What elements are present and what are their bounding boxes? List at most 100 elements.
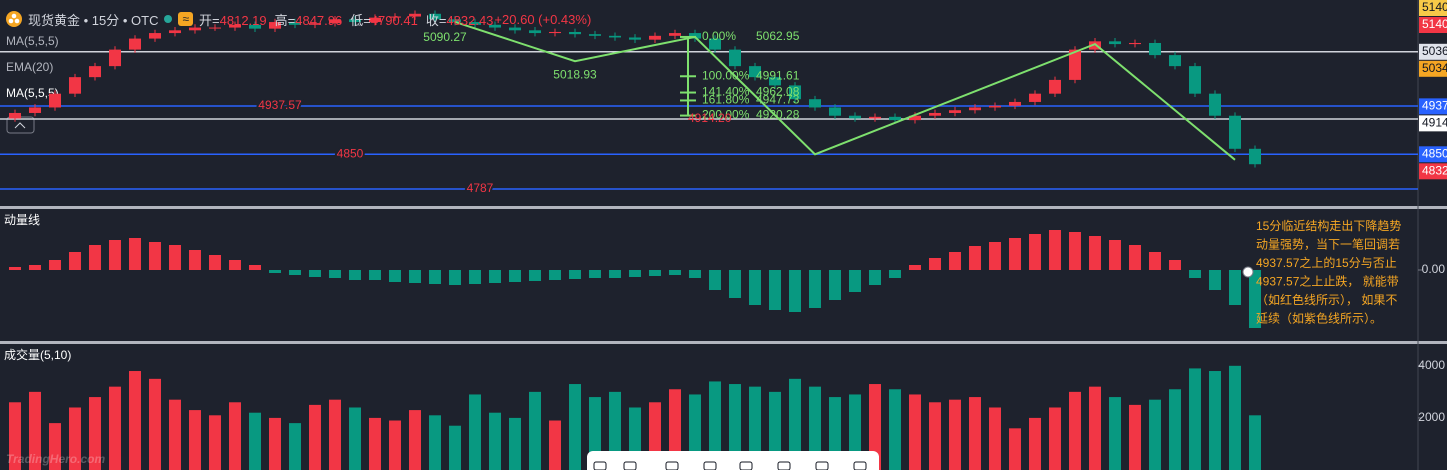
bar: [189, 250, 201, 270]
candle-body: [769, 77, 781, 86]
bar: [989, 407, 1001, 470]
bar: [529, 391, 541, 470]
candle-body: [809, 99, 821, 108]
toolbar-icon[interactable]: [593, 461, 607, 470]
toolbar-icon[interactable]: [853, 461, 867, 470]
bar: [529, 270, 541, 281]
price-tag: [1419, 43, 1447, 60]
toolbar[interactable]: [587, 451, 879, 470]
candle-body: [389, 16, 401, 18]
bar: [609, 391, 621, 470]
bar: [649, 270, 661, 276]
header: 现货黄金 • 15分 • OTC ≈ 开=4812.19 高=4847.96 低=4…: [6, 10, 591, 28]
bar: [69, 407, 81, 470]
bar: [889, 389, 901, 470]
toolbar-icon[interactable]: [815, 461, 829, 470]
symbol: 现货黄金 • 15分 • OTC: [28, 12, 159, 28]
candle-body: [1109, 41, 1121, 45]
bar: [729, 270, 741, 298]
candle-body: [749, 66, 761, 78]
bar: [729, 384, 741, 470]
bar: [1189, 368, 1201, 470]
toolbar-icon[interactable]: [623, 461, 637, 470]
bar: [129, 238, 141, 270]
bar: [449, 270, 461, 285]
toolbar-icon[interactable]: [777, 461, 791, 470]
bar: [109, 386, 121, 470]
candle-body: [1129, 42, 1141, 45]
bar: [929, 258, 941, 270]
y-tick-label: 0.00: [1422, 262, 1446, 276]
bar: [1249, 270, 1261, 328]
status-badge[interactable]: ≈: [178, 12, 194, 26]
collapse-icon: [14, 122, 26, 129]
candle-body: [1209, 93, 1221, 116]
bar: [809, 270, 821, 308]
bar: [489, 412, 501, 470]
bar: [49, 423, 61, 470]
bar: [329, 270, 341, 278]
y-tick-label: 2000: [1418, 410, 1445, 424]
candle-body: [209, 27, 221, 29]
toolbar-icon[interactable]: [703, 461, 717, 470]
bar: [509, 417, 521, 470]
bar: [149, 242, 161, 270]
annotation-line: 4937.57之上的15分与否止: [1256, 255, 1397, 270]
price-tag: [1419, 98, 1447, 115]
candle-body: [349, 19, 361, 23]
panel-title: 动量线: [4, 213, 40, 227]
toolbar-icon[interactable]: [665, 461, 679, 470]
bar: [1169, 389, 1181, 470]
candle-body: [689, 33, 701, 39]
bar: [869, 384, 881, 470]
candle-body: [929, 112, 941, 116]
bar: [469, 270, 481, 284]
bar: [489, 270, 501, 283]
bar: [549, 270, 561, 280]
bar: [309, 270, 321, 277]
ohlc-label: 开=: [199, 12, 220, 28]
bar: [109, 240, 121, 270]
candle-body: [969, 107, 981, 111]
bar: [969, 246, 981, 270]
fib-price: 4920.28: [756, 108, 800, 122]
fib-price: 4962.08: [756, 85, 800, 99]
key-level-label: 4850: [337, 146, 364, 160]
bar: [569, 270, 581, 279]
candle-body: [1029, 93, 1041, 102]
bar: [389, 420, 401, 470]
candle-body: [1049, 79, 1061, 94]
candle-body: [1089, 41, 1101, 50]
bar: [989, 242, 1001, 270]
bar: [429, 270, 441, 284]
toolbar-icon[interactable]: [739, 461, 753, 470]
bar: [249, 412, 261, 470]
bar: [629, 270, 641, 277]
watermark: TradingHero.com: [6, 452, 105, 466]
bar: [1209, 371, 1221, 470]
bar: [769, 391, 781, 470]
bar: [29, 391, 41, 470]
ohlc-value: 4812.19: [219, 12, 267, 28]
bar: [229, 402, 241, 470]
bar: [1129, 404, 1141, 470]
ohlc-label: 高=: [274, 12, 296, 28]
ohlc-value: 4832.43: [446, 12, 494, 28]
bar: [589, 270, 601, 278]
bar: [9, 402, 21, 470]
price-tag-label: 4937: [1422, 99, 1447, 113]
price-tag-label: 5140: [1422, 17, 1447, 31]
y-tick-label: 4000: [1418, 358, 1445, 372]
candle-body: [649, 35, 661, 40]
ohlc-value: 4847.96: [295, 12, 343, 28]
ohlc-item: 高=4847.96: [275, 10, 343, 29]
bar: [369, 270, 381, 280]
bar: [929, 402, 941, 470]
candle-body: [169, 30, 181, 34]
candle-body: [829, 107, 841, 116]
bar: [1169, 260, 1181, 270]
bar: [289, 270, 301, 275]
zigzag-label: 5018.93: [553, 67, 597, 81]
candle-body: [849, 115, 861, 119]
